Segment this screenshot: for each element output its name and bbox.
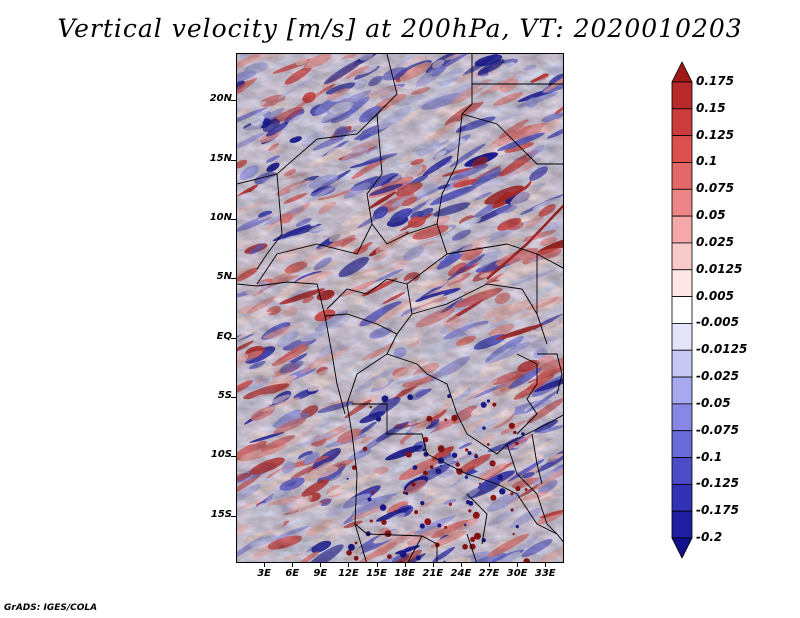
colorbar-tick-label: 0.15 (696, 100, 726, 115)
lon-tick-label: 9E (313, 568, 328, 579)
colorbar-segment (671, 349, 693, 378)
lat-tick (231, 337, 236, 339)
country-borders (237, 54, 563, 562)
lat-tick (231, 159, 236, 161)
lon-tick-label: 24E (450, 568, 472, 579)
lat-tick (231, 456, 236, 458)
colorbar-tick-label: 0.075 (696, 181, 734, 196)
lon-tick (264, 563, 266, 567)
colorbar-tick-label: 0.1 (696, 154, 718, 169)
lon-tick-label: 6E (285, 568, 300, 579)
colorbar-segment (671, 242, 693, 271)
grads-credit: GrADS: IGES/COLA (4, 603, 98, 613)
lat-tick (231, 515, 236, 517)
colorbar-segment (671, 376, 693, 405)
lat-tick (231, 219, 236, 221)
lon-tick-label: 12E (338, 568, 359, 579)
colorbar-segment (671, 403, 693, 432)
colorbar (671, 61, 693, 559)
lon-tick (320, 563, 322, 567)
velocity-field-map (237, 54, 563, 562)
lon-tick (432, 563, 434, 567)
colorbar-segment (671, 188, 693, 217)
colorbar-segment (671, 430, 693, 458)
lat-tick-label: 15N (209, 152, 232, 164)
lon-tick-label: 15E (366, 568, 387, 579)
lon-tick (292, 563, 294, 567)
colorbar-segment (671, 323, 693, 351)
colorbar-segment (671, 61, 693, 83)
colorbar-segment (671, 537, 693, 559)
colorbar-tick-label: -0.05 (696, 395, 731, 410)
colorbar-segment (671, 215, 693, 244)
colorbar-tick-label: -0.1 (696, 449, 723, 464)
colorbar-segment (671, 162, 693, 190)
lon-tick-label: 21E (422, 568, 444, 579)
lat-tick (231, 100, 236, 102)
velocity-field (237, 54, 563, 562)
lon-tick-label: 30E (506, 568, 528, 579)
colorbar-segment (671, 108, 693, 137)
lat-tick-label: 5S (217, 389, 232, 401)
colorbar-segment (671, 81, 693, 110)
map-panel (236, 53, 564, 563)
lon-tick-label: 33E (534, 568, 556, 579)
lon-tick-label: 27E (478, 568, 500, 579)
colorbar-segment (671, 483, 693, 512)
lon-tick (376, 563, 378, 567)
lon-tick (545, 563, 547, 567)
lon-tick (517, 563, 519, 567)
colorbar-segment (671, 269, 693, 297)
colorbar-segment (671, 135, 693, 163)
lon-tick (348, 563, 350, 567)
lon-tick-label: 3E (257, 568, 271, 579)
colorbar-tick-label: 0.025 (696, 234, 734, 249)
lat-tick-label: 15S (210, 508, 232, 520)
lon-tick-label: 18E (394, 568, 416, 579)
lon-tick (460, 563, 462, 567)
lat-tick (231, 278, 236, 280)
colorbar-tick-label: -0.175 (696, 503, 739, 518)
colorbar-tick-label: -0.2 (696, 530, 723, 544)
lon-tick (489, 563, 491, 567)
colorbar-tick-label: -0.0125 (696, 342, 748, 357)
colorbar-segment (671, 296, 693, 324)
chart-title: Vertical velocity [m/s] at 200hPa, VT: 2… (57, 14, 743, 43)
colorbar-tick-label: 0.125 (696, 127, 734, 142)
colorbar-tick-label: -0.075 (696, 422, 739, 437)
colorbar-tick-label: 0.0125 (696, 261, 743, 276)
colorbar-tick-label: 0.175 (696, 74, 734, 88)
colorbar-tick-label: 0.05 (696, 208, 726, 223)
lat-tick-label: 10S (210, 449, 232, 461)
lat-tick (231, 396, 236, 398)
lon-tick (404, 563, 406, 567)
colorbar-segment (671, 457, 693, 485)
colorbar-tick-label: -0.025 (696, 369, 739, 384)
lat-tick-label: 10N (209, 212, 232, 224)
colorbar-segment (671, 510, 693, 539)
colorbar-tick-label: 0.005 (696, 288, 734, 303)
lat-tick-label: 5N (216, 271, 232, 283)
lat-tick-label: 20N (209, 93, 232, 105)
colorbar-tick-label: -0.125 (696, 476, 739, 491)
colorbar-tick-label: -0.005 (696, 315, 739, 330)
lat-tick-label: EQ (216, 330, 232, 342)
